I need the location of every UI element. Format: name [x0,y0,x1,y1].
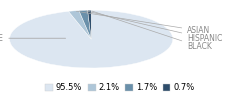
Wedge shape [79,10,91,39]
Text: BLACK: BLACK [92,11,212,51]
Text: ASIAN: ASIAN [76,11,210,35]
Text: WHITE: WHITE [0,34,66,43]
Wedge shape [88,10,91,39]
Legend: 95.5%, 2.1%, 1.7%, 0.7%: 95.5%, 2.1%, 1.7%, 0.7% [42,80,198,96]
Wedge shape [10,10,173,68]
Text: HISPANIC: HISPANIC [86,11,222,43]
Wedge shape [68,10,91,39]
